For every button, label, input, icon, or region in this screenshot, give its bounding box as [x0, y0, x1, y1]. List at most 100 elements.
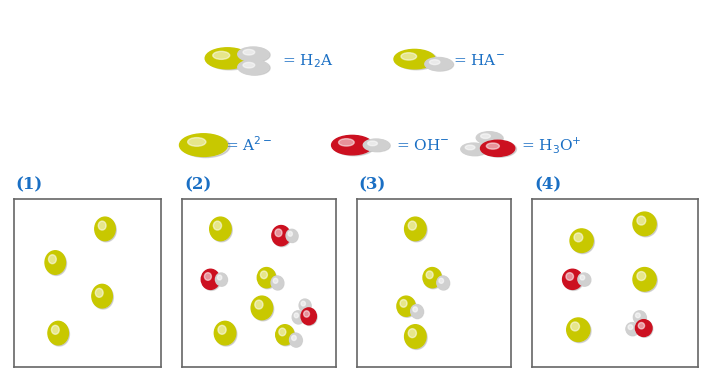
Circle shape — [204, 273, 211, 280]
Circle shape — [408, 221, 416, 230]
Circle shape — [637, 272, 645, 280]
Circle shape — [570, 229, 593, 253]
Circle shape — [413, 307, 418, 312]
Circle shape — [96, 218, 116, 242]
Circle shape — [93, 285, 114, 309]
Circle shape — [239, 48, 270, 62]
Circle shape — [92, 284, 112, 308]
Circle shape — [299, 299, 311, 312]
Circle shape — [276, 325, 294, 345]
Circle shape — [578, 274, 591, 286]
Circle shape — [425, 58, 452, 70]
Circle shape — [45, 251, 66, 274]
Circle shape — [571, 230, 594, 254]
Circle shape — [430, 60, 440, 65]
Circle shape — [205, 48, 250, 69]
Circle shape — [302, 309, 317, 325]
Circle shape — [406, 218, 427, 242]
Circle shape — [238, 47, 268, 62]
Circle shape — [406, 326, 427, 350]
Circle shape — [567, 318, 590, 342]
Circle shape — [400, 299, 407, 307]
Circle shape — [405, 325, 426, 348]
Circle shape — [213, 51, 230, 59]
Text: = HA$^{-}$: = HA$^{-}$ — [453, 53, 506, 68]
Circle shape — [411, 304, 423, 318]
Circle shape — [634, 311, 646, 324]
Circle shape — [368, 141, 378, 146]
Text: (2): (2) — [184, 176, 211, 193]
Circle shape — [300, 300, 311, 312]
Circle shape — [202, 270, 221, 290]
Circle shape — [290, 333, 302, 346]
Circle shape — [294, 313, 298, 318]
Circle shape — [481, 134, 491, 138]
Circle shape — [239, 61, 270, 75]
Circle shape — [179, 134, 228, 157]
Circle shape — [635, 320, 652, 337]
Circle shape — [570, 322, 580, 331]
Circle shape — [626, 322, 638, 335]
Circle shape — [292, 311, 303, 324]
Circle shape — [633, 212, 656, 236]
Circle shape — [99, 221, 106, 230]
Circle shape — [238, 60, 268, 74]
Text: = H$_3$O$^{+}$: = H$_3$O$^{+}$ — [521, 135, 582, 155]
Circle shape — [466, 145, 475, 150]
Circle shape — [273, 278, 278, 283]
Circle shape — [48, 321, 69, 345]
Circle shape — [271, 276, 283, 290]
Circle shape — [51, 325, 59, 334]
Circle shape — [396, 50, 437, 70]
Circle shape — [218, 325, 226, 334]
Circle shape — [252, 297, 273, 321]
Circle shape — [208, 49, 252, 70]
Circle shape — [216, 274, 228, 286]
Circle shape — [291, 335, 296, 340]
Circle shape — [365, 140, 391, 152]
Circle shape — [243, 49, 255, 55]
Circle shape — [272, 277, 284, 290]
Circle shape — [251, 296, 273, 320]
Circle shape — [363, 139, 389, 151]
Circle shape — [95, 217, 115, 241]
Circle shape — [482, 141, 516, 157]
Circle shape — [627, 323, 639, 336]
Circle shape — [279, 328, 286, 336]
Circle shape — [394, 49, 435, 69]
Circle shape — [568, 319, 591, 343]
Circle shape — [216, 322, 237, 346]
Circle shape — [286, 229, 298, 242]
Circle shape — [628, 325, 633, 330]
Circle shape — [258, 269, 276, 289]
Circle shape — [286, 230, 298, 243]
Circle shape — [255, 300, 263, 309]
Circle shape — [566, 273, 573, 280]
Circle shape — [216, 273, 227, 286]
Text: = A$^{2-}$: = A$^{2-}$ — [225, 136, 272, 154]
Circle shape — [563, 270, 583, 290]
Circle shape — [461, 143, 486, 155]
Circle shape — [574, 233, 583, 242]
Circle shape — [405, 217, 426, 241]
Circle shape — [338, 139, 354, 146]
Circle shape — [243, 62, 255, 68]
Circle shape — [637, 216, 645, 225]
Circle shape — [210, 217, 231, 241]
Circle shape — [439, 278, 443, 283]
Text: (1): (1) — [16, 176, 43, 193]
Circle shape — [301, 301, 306, 306]
Text: = OH$^{-}$: = OH$^{-}$ — [396, 138, 450, 152]
Circle shape — [218, 275, 222, 280]
Circle shape — [437, 276, 449, 290]
Circle shape — [182, 135, 230, 157]
Circle shape — [408, 329, 416, 338]
Circle shape — [290, 334, 303, 347]
Circle shape — [213, 221, 221, 230]
Circle shape — [635, 313, 640, 318]
Circle shape — [411, 305, 423, 319]
Text: (4): (4) — [534, 176, 561, 193]
Text: (3): (3) — [358, 176, 386, 193]
Circle shape — [462, 144, 488, 156]
Circle shape — [214, 321, 236, 345]
